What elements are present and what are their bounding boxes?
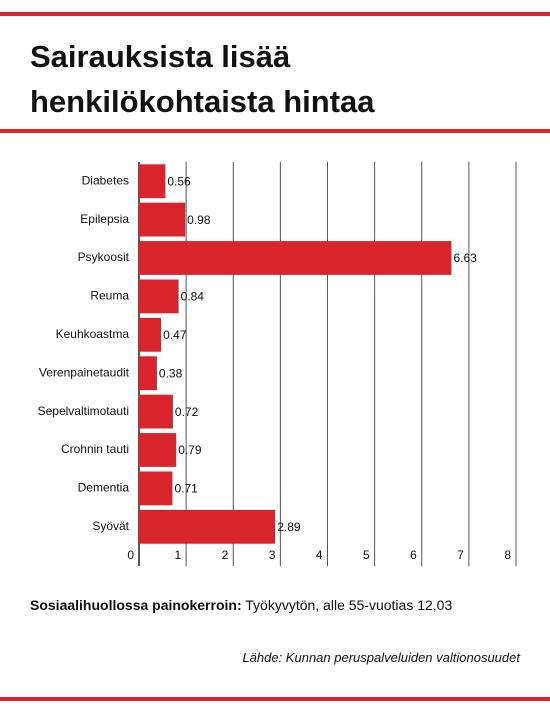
value-label: 0.38: [159, 366, 183, 380]
value-label: 0.56: [167, 174, 191, 188]
value-label: 0.84: [181, 290, 205, 304]
x-tick-label: 6: [410, 548, 417, 562]
bottom-rule: [0, 697, 550, 701]
value-label: 0.98: [187, 213, 211, 227]
bar: [139, 356, 157, 391]
x-tick-label: 8: [504, 548, 511, 562]
x-tick-label: 3: [269, 548, 276, 562]
value-label: 0.79: [178, 443, 202, 457]
y-tick-label: Keuhkoastma: [56, 327, 130, 341]
bar: [139, 279, 179, 314]
bar: [139, 509, 276, 544]
value-label: 6.63: [453, 251, 477, 265]
y-tick-label: Sepelvaltimotauti: [38, 404, 129, 418]
note: Sosiaalihuollossa painokerroin: Työkyvyt…: [30, 597, 452, 613]
x-tick-label: 0: [127, 548, 134, 562]
bar: [139, 471, 173, 506]
chart-title: Sairauksista lisää henkilökohtaista hint…: [30, 39, 375, 119]
y-tick-label: Diabetes: [82, 173, 129, 187]
value-label: 0.72: [175, 405, 199, 419]
bar: [139, 394, 173, 429]
y-tick-label: Crohnin tauti: [61, 442, 129, 456]
x-tick-label: 1: [174, 548, 181, 562]
x-tick-label: 7: [457, 548, 464, 562]
top-rule: [0, 12, 550, 16]
y-tick-label: Reuma: [90, 289, 129, 303]
title-rule: [0, 129, 550, 133]
bar: [139, 202, 186, 237]
value-label: 0.47: [163, 328, 187, 342]
value-label: 2.89: [277, 520, 301, 534]
bar: [139, 317, 162, 352]
note-label: Sosiaalihuollossa painokerroin:: [30, 597, 242, 613]
y-tick-label: Syövät: [92, 519, 129, 533]
x-tick-label: 4: [316, 548, 323, 562]
y-tick-label: Epilepsia: [80, 212, 129, 226]
y-tick-label: Psykoosit: [78, 250, 130, 264]
note-text: Työkyvytön, alle 55-vuotias 12,03: [245, 597, 453, 613]
source: Lähde: Kunnan peruspalveluiden valtionos…: [242, 650, 520, 665]
bar: [139, 433, 177, 467]
y-tick-label: Dementia: [78, 481, 130, 495]
value-label: 0.71: [174, 482, 198, 496]
bar: [139, 164, 166, 199]
chart: 0 1 2 3 4 5 6 7 8 Diabetes 0.56 Epilepsia 0.98 Psykoo…: [38, 162, 517, 566]
x-tick-label: 5: [363, 548, 370, 562]
bar: [139, 241, 452, 275]
y-tick-label: Verenpainetaudit: [39, 365, 130, 379]
x-tick-label: 2: [222, 548, 229, 562]
